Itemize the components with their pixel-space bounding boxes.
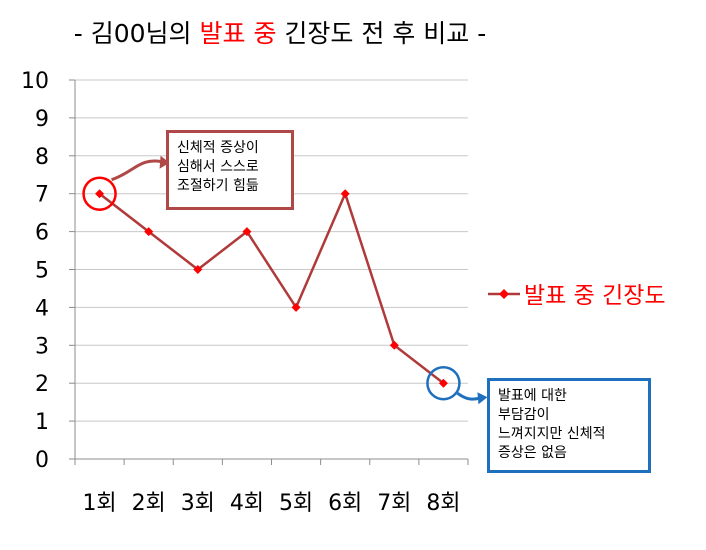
x-tick-label: 5회 <box>279 491 313 516</box>
y-tick-label: 5 <box>35 259 49 284</box>
title-prefix: - 김00님의 <box>73 19 200 48</box>
y-tick-label: 4 <box>35 296 49 321</box>
y-tick-labels: 0 1 2 3 4 5 6 7 8 9 10 <box>21 69 49 473</box>
callout-1-line: 조절하기 힘듦 <box>177 178 259 194</box>
data-point <box>389 340 399 350</box>
y-tick-label: 2 <box>35 372 49 397</box>
y-tick-label: 10 <box>21 69 49 94</box>
x-tick-label: 3회 <box>181 491 215 516</box>
callout-connectors <box>111 155 488 405</box>
callout-arrowhead <box>477 392 488 405</box>
legend: 발표 중 긴장도 <box>488 283 666 309</box>
data-point <box>144 227 154 237</box>
callout-arrowhead <box>159 155 170 169</box>
callout-2-line: 발표에 대한 <box>498 388 567 404</box>
x-tick-label: 2회 <box>132 491 166 516</box>
x-tick-label: 7회 <box>377 491 411 516</box>
callout-connector <box>111 159 162 182</box>
y-tick-label: 1 <box>35 410 49 435</box>
callout-box-2: 발표에 대한 부담감이 느껴지지만 신체적 증상은 없음 <box>487 378 651 473</box>
annotation-circles <box>82 176 461 401</box>
data-point <box>438 378 448 388</box>
data-point <box>95 189 105 199</box>
callout-2-line: 느껴지지만 신체적 <box>498 426 606 442</box>
y-tick-label: 7 <box>35 183 49 208</box>
data-point <box>242 227 252 237</box>
chart-title: - 김00님의 발표 중 긴장도 전 후 비교 - <box>0 14 560 50</box>
title-suffix: 긴장도 전 후 비교 - <box>276 19 487 48</box>
series-group <box>95 189 448 388</box>
callout-box-1: 신체적 증상이 심해서 스스로 조절하기 힘듦 <box>166 130 294 210</box>
callout-2-line: 부담감이 <box>498 407 550 423</box>
data-point <box>340 189 350 199</box>
title-accent: 발표 중 <box>199 19 277 48</box>
x-tick-label: 8회 <box>426 491 460 516</box>
series-line <box>98 190 445 385</box>
callout-1-line: 신체적 증상이 <box>177 140 259 156</box>
data-point <box>193 265 203 274</box>
axes <box>69 79 469 465</box>
annotation-circle <box>82 176 117 211</box>
y-tick-label: 6 <box>35 221 49 246</box>
annotation-circle <box>426 365 461 401</box>
legend-label: 발표 중 긴장도 <box>524 283 666 309</box>
y-tick-label: 8 <box>35 145 49 170</box>
x-tick-labels: 1회 2회 3회 4회 5회 6회 7회 8회 <box>82 491 460 516</box>
y-tick-label: 3 <box>35 334 49 359</box>
x-tick-label: 1회 <box>82 491 116 516</box>
callout-2-line: 증상은 없음 <box>498 445 567 461</box>
legend-marker <box>499 289 509 299</box>
x-tick-label: 6회 <box>328 491 362 516</box>
y-tick-label: 0 <box>35 448 49 473</box>
callout-connector <box>456 391 480 401</box>
data-point <box>291 302 301 312</box>
y-tick-label: 9 <box>35 107 49 132</box>
x-tick-label: 4회 <box>230 491 264 516</box>
callout-1-line: 심해서 스스로 <box>177 159 259 175</box>
